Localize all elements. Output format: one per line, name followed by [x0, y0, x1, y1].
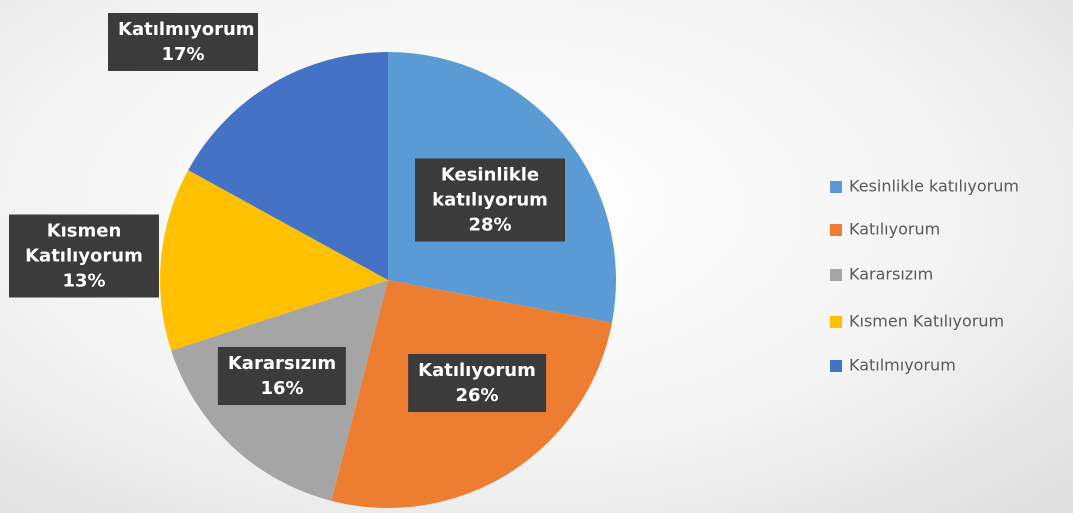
legend-swatch: [830, 224, 842, 236]
data-label: Katılıyorum 26%: [408, 354, 546, 412]
data-label-value: 16%: [260, 378, 304, 399]
pie-slice: [160, 170, 388, 351]
legend-swatch: [830, 269, 842, 281]
legend-label: Katılmıyorum: [849, 356, 956, 375]
legend-label: Kararsızım: [849, 265, 933, 284]
data-label: Kısmen Katılıyorum 13%: [9, 214, 159, 298]
data-label-value: 13%: [62, 270, 106, 292]
legend-swatch: [830, 181, 842, 193]
data-label-category: Kısmen Katılıyorum: [25, 220, 143, 267]
legend-swatch: [830, 316, 842, 328]
data-label-value: 28%: [468, 214, 512, 236]
legend-label: Katılıyorum: [849, 220, 940, 239]
data-label: Katılmıyorum 17%: [108, 13, 258, 71]
data-label-value: 17%: [161, 44, 205, 65]
data-label-value: 26%: [455, 385, 499, 406]
legend-swatch: [830, 360, 842, 372]
data-label-category: Katılıyorum: [418, 360, 536, 381]
pie-slice: [188, 52, 388, 280]
legend: Kesinlikle katılıyorum Katılıyorum Kararsı…: [830, 177, 1019, 375]
data-label-category: Kesinlikle katılıyorum: [432, 164, 548, 211]
data-label: Kesinlikle katılıyorum 28%: [415, 158, 565, 242]
data-label-category: Katılmıyorum: [118, 19, 255, 40]
data-label: Kararsızım 16%: [217, 347, 347, 405]
data-label-category: Kararsızım: [227, 353, 337, 374]
legend-label: Kesinlikle katılıyorum: [849, 177, 1019, 196]
legend-label: Kısmen Katılıyorum: [849, 312, 1004, 331]
